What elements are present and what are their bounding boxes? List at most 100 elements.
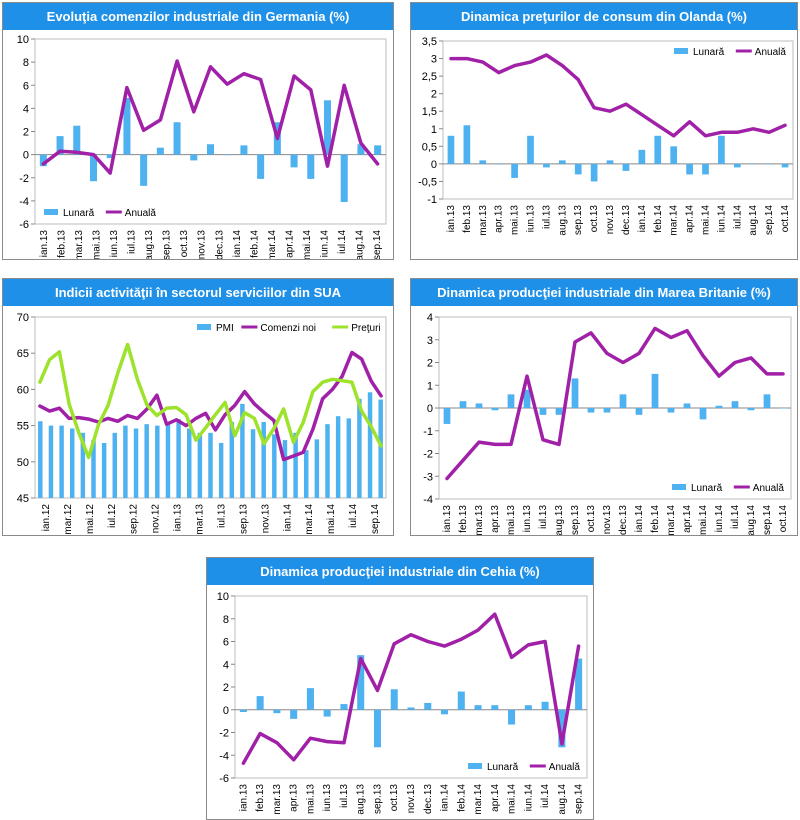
bar-pmi <box>69 428 75 498</box>
bar-lunară <box>699 408 707 420</box>
bar-lunară <box>463 125 471 164</box>
bar-pmi <box>165 424 171 498</box>
bar-lunară <box>73 125 81 155</box>
bar-lunară <box>223 154 231 156</box>
bar-lunară <box>539 408 547 415</box>
bar-lunară <box>306 688 314 710</box>
bar-lunară <box>240 145 248 155</box>
x-tick-label: mar.13 <box>272 784 283 815</box>
bar-pmi <box>80 432 86 498</box>
x-tick-label: iun.13 <box>526 205 537 233</box>
bar-pmi <box>218 442 224 498</box>
bar-lunară <box>256 696 264 710</box>
x-tick-label: dec.13 <box>214 230 225 259</box>
bar-pmi <box>48 425 54 498</box>
bar-lunară <box>479 160 487 164</box>
x-tick-label: aug.13 <box>356 784 367 815</box>
bar-pmi <box>59 425 64 498</box>
x-tick-label: ian.14 <box>232 230 243 258</box>
chart-czech-production: -6 -4 -2 0 2 4 6 8 10 ian.13 feb.13 mar.13 apr.13 mai… <box>217 591 588 815</box>
bar-lunară <box>619 394 627 408</box>
bar-lunară <box>495 163 503 165</box>
bar-lunară <box>357 655 365 710</box>
chart-panel-germany-orders: Evoluţia comenzilor industriale din Germ… <box>2 2 394 260</box>
y-tick-label: 0 <box>427 403 433 415</box>
y-tick-label: -1 <box>427 194 437 206</box>
y-tick-label: -4 <box>19 196 29 208</box>
x-tick-label: ian.14 <box>282 504 293 532</box>
bar-pmi <box>38 421 43 498</box>
bar-lunară <box>686 163 693 175</box>
y-tick-label: 1 <box>431 124 437 136</box>
bar-lunară <box>779 408 787 409</box>
legend-label: Anuală <box>755 47 787 58</box>
bar-lunară <box>307 154 315 179</box>
bar-pmi <box>293 432 298 498</box>
x-tick-label: iul.13 <box>339 784 350 808</box>
x-tick-label: mai.14 <box>701 205 712 235</box>
y-tick-label: 4 <box>427 312 433 324</box>
chart-us-services: 45 50 55 60 65 70 ian.12 mar.12 mai.12 iul.12 sep.… <box>17 312 387 535</box>
y-tick-label: 8 <box>23 57 29 69</box>
y-tick-label: -0,5 <box>418 176 437 188</box>
bar-pmi <box>229 421 235 498</box>
x-tick-label: mai.12 <box>85 504 96 534</box>
x-tick-label: iul.13 <box>538 505 549 529</box>
bar-lunară <box>670 146 678 164</box>
x-tick-label: iul.14 <box>348 504 359 528</box>
x-tick-label: feb.13 <box>458 505 469 533</box>
bar-lunară <box>731 401 739 408</box>
bar-lunară <box>474 705 482 710</box>
bar-lunară <box>424 702 432 710</box>
chart-title: Dinamica producţiei industriale din Cehi… <box>207 558 593 585</box>
bar-lunară <box>603 408 611 413</box>
x-tick-label: apr.13 <box>490 505 501 533</box>
bar-pmi <box>325 424 330 498</box>
y-tick-label: 2 <box>431 89 437 101</box>
chart-title: Evoluţia comenzilor industriale din Germ… <box>3 3 393 30</box>
bar-lunară <box>475 403 483 408</box>
y-tick-label: 1,5 <box>422 106 437 118</box>
bar-lunară <box>173 122 181 155</box>
bar-lunară <box>523 389 531 408</box>
y-tick-label: 3 <box>431 54 437 66</box>
legend <box>192 319 382 335</box>
x-tick-label: sep.14 <box>764 205 775 235</box>
legend-label: Lunară <box>693 47 725 58</box>
y-tick-label: 3,5 <box>422 36 437 48</box>
bar-lunară <box>89 154 98 182</box>
bar-pmi <box>261 421 266 498</box>
bar-pmi <box>176 419 181 498</box>
bar-lunară <box>558 160 566 164</box>
bar-pmi <box>272 434 277 498</box>
x-tick-label: oct.13 <box>586 505 597 533</box>
bar-lunară <box>407 707 415 710</box>
legend-label: Anuală <box>753 483 785 494</box>
y-tick-label: 4 <box>223 659 229 671</box>
bar-lunară <box>606 160 614 164</box>
x-tick-label: dec.13 <box>621 205 632 235</box>
y-tick-label: -4 <box>219 750 229 762</box>
x-tick-label: iul.14 <box>730 505 741 529</box>
legend-swatch <box>672 484 686 490</box>
legend-label: Preţuri <box>351 323 380 334</box>
x-tick-label: sep.14 <box>372 230 383 259</box>
x-tick-label: feb.13 <box>56 230 67 258</box>
bar-lunară <box>357 144 365 155</box>
bar-lunară <box>587 408 595 413</box>
bar-pmi <box>123 425 128 498</box>
x-tick-label: nov.12 <box>151 504 162 534</box>
bar-pmi <box>197 432 203 498</box>
y-tick-label: 1 <box>427 380 433 392</box>
bar-lunară <box>459 401 467 408</box>
chart-title: Dinamica producţiei industriale din Mare… <box>411 279 797 306</box>
bar-pmi <box>357 398 362 498</box>
bar-lunară <box>558 709 566 748</box>
bar-lunară <box>683 403 691 408</box>
x-tick-label: apr.14 <box>685 205 696 233</box>
x-tick-label: nov.13 <box>602 505 613 535</box>
legend-label: Anuală <box>549 762 581 773</box>
x-tick-label: mai.14 <box>507 784 518 814</box>
bar-pmi <box>346 418 352 498</box>
x-tick-label: aug.13 <box>144 230 155 259</box>
